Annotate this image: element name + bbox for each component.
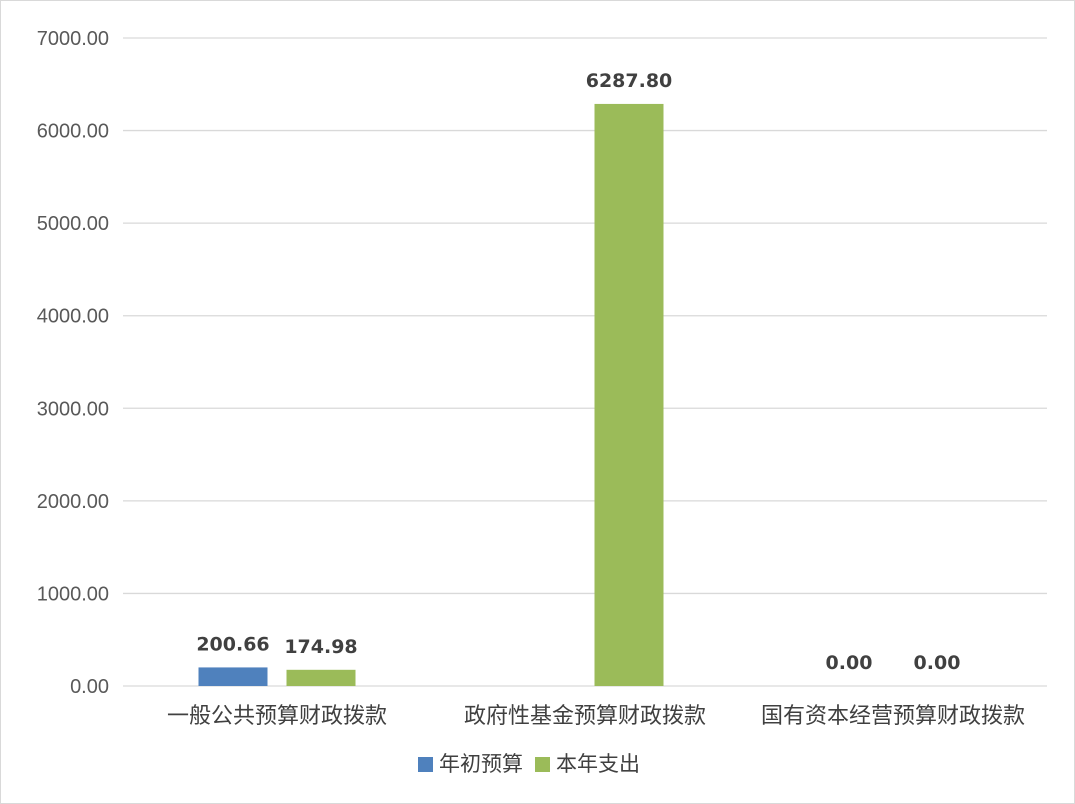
data-labels: 200.66 174.98 6287.80 0.00 0.00 (196, 70, 960, 674)
x-tick-label: 政府性基金预算财政拨款 (464, 704, 706, 729)
data-label: 174.98 (284, 636, 357, 658)
legend: 年初预算 本年支出 (418, 752, 640, 776)
legend-label: 本年支出 (556, 752, 640, 776)
bars (199, 104, 664, 686)
y-axis-ticks: 0.00 1000.00 2000.00 3000.00 4000.00 5000.00 6… (37, 28, 109, 698)
bar (595, 104, 664, 686)
gridlines (123, 38, 1047, 686)
data-label: 0.00 (914, 652, 961, 674)
legend-label: 年初预算 (439, 752, 523, 776)
y-tick-label: 4000.00 (37, 306, 109, 328)
y-tick-label: 2000.00 (37, 491, 109, 513)
bar (287, 670, 356, 686)
data-label: 0.00 (826, 652, 873, 674)
y-tick-label: 6000.00 (37, 121, 109, 143)
x-tick-label: 一般公共预算财政拨款 (167, 704, 387, 729)
data-label: 200.66 (196, 633, 269, 655)
legend-swatch (418, 757, 433, 772)
x-axis-categories: 一般公共预算财政拨款 政府性基金预算财政拨款 国有资本经营预算财政拨款 (167, 704, 1025, 729)
y-tick-label: 3000.00 (37, 398, 109, 420)
y-tick-label: 0.00 (70, 676, 109, 698)
y-tick-label: 7000.00 (37, 28, 109, 50)
data-label: 6287.80 (586, 70, 673, 92)
y-tick-label: 1000.00 (37, 583, 109, 605)
x-tick-label: 国有资本经营预算财政拨款 (761, 704, 1025, 729)
y-tick-label: 5000.00 (37, 213, 109, 235)
legend-swatch (535, 757, 550, 772)
bar (199, 667, 268, 686)
